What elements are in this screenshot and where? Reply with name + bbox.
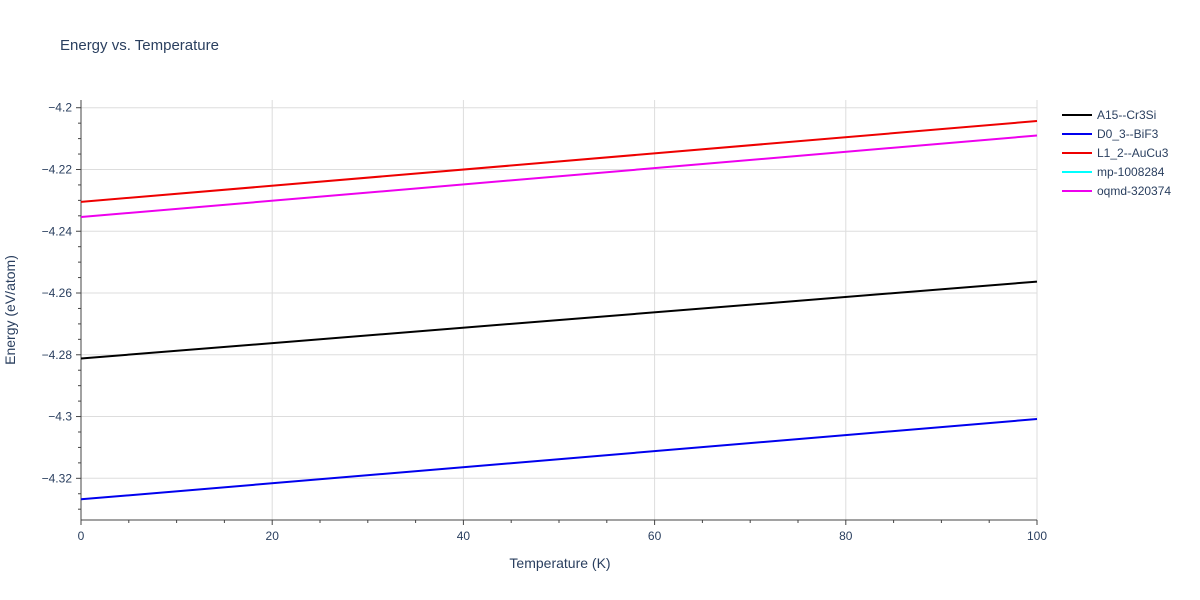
y-tick-label: −4.2 [48,101,72,115]
y-axis-title: Energy (eV/atom) [2,255,18,365]
y-tick-label: −4.22 [42,162,73,176]
legend-item[interactable]: oqmd-320374 [1062,184,1171,198]
x-tick-label: 0 [78,529,85,543]
x-tick-label: 40 [457,529,471,543]
y-tick-label: −4.26 [42,286,73,300]
legend-item[interactable]: L1_2--AuCu3 [1062,146,1169,160]
y-tick-label: −4.3 [48,410,72,424]
axes-layer: 0 20 40 60 80 100 −4.32 −4.3 −4.28 −4.26 −4.24 −4.2… [42,100,1047,543]
x-tick-label: 20 [266,529,280,543]
series-layer [80,120,1038,501]
x-axis-title: Temperature (K) [509,555,610,571]
series-line-D0_3--BiF3 [80,418,1038,501]
x-tick-label: 80 [839,529,853,543]
legend-label: mp-1008284 [1097,165,1165,179]
x-tick-label: 60 [648,529,662,543]
series-line-A15--Cr3Si [80,280,1038,360]
x-tick-label: 100 [1027,529,1047,543]
legend-item[interactable]: D0_3--BiF3 [1062,127,1159,141]
y-tick-label: −4.32 [42,471,73,485]
legend[interactable]: A15--Cr3Si D0_3--BiF3 L1_2--AuCu3 mp-100828… [1062,108,1171,198]
legend-label: D0_3--BiF3 [1097,127,1159,141]
legend-item[interactable]: A15--Cr3Si [1062,108,1156,122]
legend-item[interactable]: mp-1008284 [1062,165,1165,179]
y-tick-label: −4.24 [42,224,73,238]
legend-label: L1_2--AuCu3 [1097,146,1169,160]
chart-title: Energy vs. Temperature [60,37,219,54]
y-tick-label: −4.28 [42,348,73,362]
legend-label: oqmd-320374 [1097,184,1171,198]
series-line-L1_2--AuCu3 [80,120,1038,203]
legend-label: A15--Cr3Si [1097,108,1156,122]
grid-layer [81,100,1038,520]
series-line-oqmd-320374 [80,134,1038,219]
